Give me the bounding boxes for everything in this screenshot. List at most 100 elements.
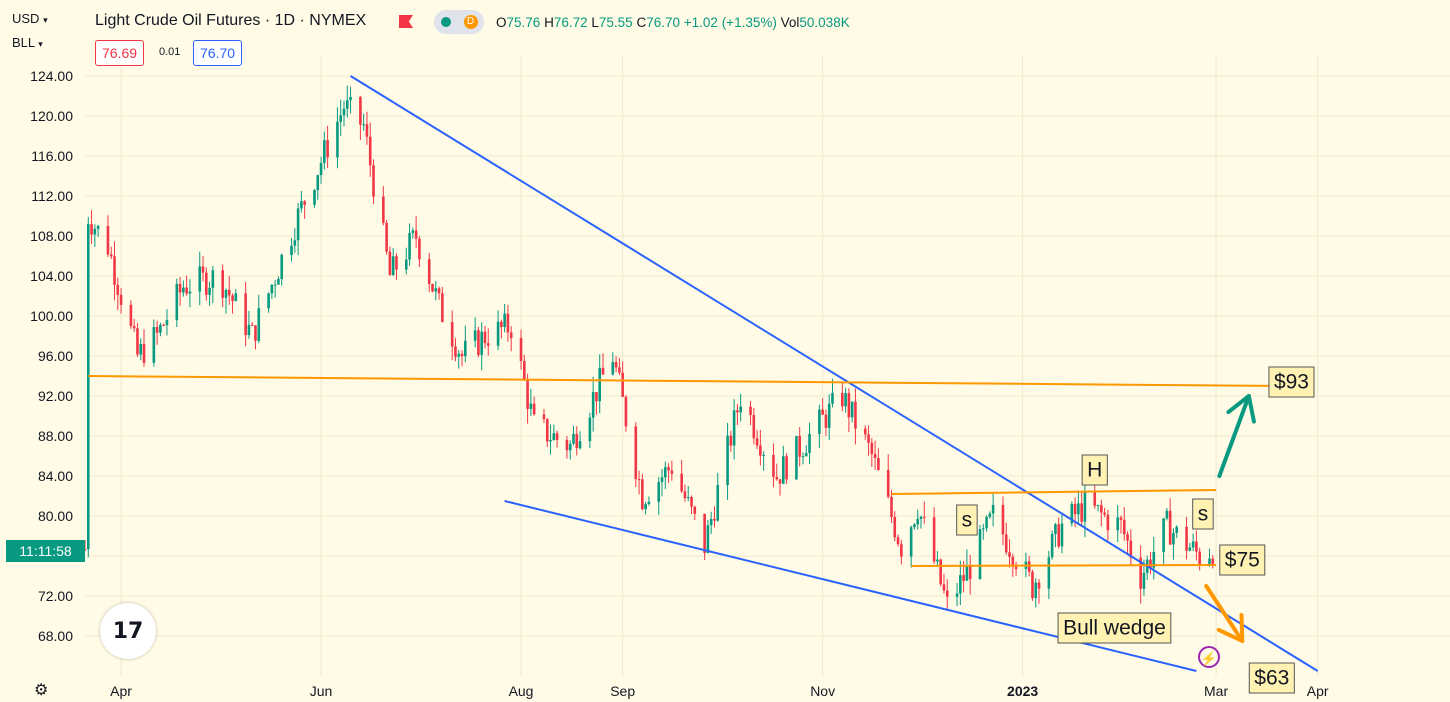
annotation-label[interactable]: $63 <box>1248 662 1295 694</box>
candle-body <box>368 136 372 166</box>
gear-icon[interactable]: ⚙ <box>34 682 49 699</box>
candle-body <box>404 259 408 270</box>
candle-body <box>873 454 877 458</box>
volume-label: Vol <box>780 15 800 30</box>
trendline-neckline-bottom[interactable] <box>911 564 1217 567</box>
candle-body <box>877 457 880 471</box>
annotation-label[interactable]: s <box>1192 498 1214 530</box>
trendline-neckline-top[interactable] <box>891 489 1217 495</box>
candle-body <box>991 504 995 514</box>
time-tick-label: Mar <box>1204 683 1228 699</box>
candle-body <box>234 293 238 301</box>
annotation-text: $63 <box>1254 667 1289 690</box>
annotation-label[interactable]: s <box>956 504 978 536</box>
candle-body <box>644 504 647 510</box>
candle-body <box>500 321 503 328</box>
ohlc-readout: O75.76 H76.72 L75.55 C76.70 +1.02 (+1.35… <box>496 15 850 30</box>
candle-body <box>922 516 926 518</box>
candle-body <box>916 518 920 525</box>
candle-body <box>339 115 343 122</box>
candle-body <box>90 224 93 235</box>
symbol-title[interactable]: Light Crude Oil Futures · 1D · NYMEX <box>95 12 367 29</box>
candle-body <box>1142 572 1146 589</box>
drawing-lines[interactable] <box>88 75 1319 672</box>
time-axis[interactable]: Apr Jun Aug Sep Nov 2023 Mar Apr <box>110 683 1329 699</box>
candle-body <box>205 272 208 295</box>
candle-body <box>473 330 477 341</box>
candle-body <box>1027 561 1031 572</box>
candle-body <box>201 266 205 273</box>
candle-body <box>818 409 821 434</box>
annotation-box <box>1192 498 1214 530</box>
candle-body <box>460 353 464 357</box>
annotation-text: $93 <box>1274 371 1309 394</box>
candle-body <box>703 513 706 553</box>
flag-icon[interactable] <box>399 15 413 28</box>
annotation-text: Bull wedge <box>1063 617 1166 640</box>
price-tick-label: 104.00 <box>30 268 73 284</box>
candle-body <box>798 436 802 457</box>
candle-body <box>316 175 320 191</box>
trendline-wedge-lower[interactable] <box>504 500 1197 672</box>
chart-grid <box>85 56 1450 676</box>
candle-body <box>890 496 893 517</box>
candle-body <box>408 232 411 260</box>
candle-body <box>959 575 962 594</box>
close-label: C <box>636 15 647 30</box>
annotation-label[interactable]: $93 <box>1268 366 1315 398</box>
candle-body <box>709 518 713 526</box>
candle-body <box>270 284 274 294</box>
candle-body <box>323 140 326 163</box>
trendline-resistance-93[interactable] <box>88 375 1285 387</box>
candle-body <box>575 433 579 449</box>
high-value: 76.72 <box>553 15 588 30</box>
candle-body <box>483 331 487 344</box>
currency-selector[interactable]: USD ▾ <box>12 11 48 26</box>
candle-body <box>850 401 854 418</box>
candle-body <box>841 393 844 407</box>
annotation-label[interactable]: H <box>1081 454 1108 486</box>
price-tick-label: 80.00 <box>38 508 73 524</box>
candle-body <box>1001 504 1005 535</box>
candle-body <box>968 565 972 579</box>
candle-body <box>736 410 739 413</box>
candle-body <box>863 428 867 435</box>
candle-body <box>106 225 110 255</box>
candle-body <box>1165 510 1169 519</box>
arrow-down-arrow[interactable] <box>1204 584 1245 643</box>
candle-body <box>303 201 306 205</box>
drawing-labels[interactable]: $93 $75 Hs s Bull wedge $63 <box>956 366 1315 694</box>
candle-series <box>83 85 1215 611</box>
lightning-icon[interactable]: ⚡ <box>1198 646 1220 668</box>
candle-body <box>762 454 765 456</box>
candle-body <box>680 473 683 492</box>
market-status-pill[interactable]: D <box>434 10 484 34</box>
candle-body <box>568 443 572 451</box>
arrow-up-arrow[interactable] <box>1217 394 1251 478</box>
candle-body <box>772 454 775 478</box>
bar-countdown: 11:11:58 <box>6 540 85 562</box>
annotation-label[interactable]: $75 <box>1219 544 1266 576</box>
candle-body <box>93 228 97 235</box>
candle-body <box>506 313 510 333</box>
time-tick-label: Sep <box>610 683 635 699</box>
tradingview-logo[interactable]: 17 <box>100 603 156 659</box>
candle-body <box>893 516 897 538</box>
candle-body <box>981 528 985 530</box>
trendline-wedge-upper[interactable] <box>350 75 1319 672</box>
candle-body <box>523 361 526 380</box>
candle-body <box>1188 547 1192 551</box>
annotation-text: $75 <box>1225 549 1260 572</box>
candle-body <box>1139 557 1142 589</box>
annotation-label[interactable]: Bull wedge <box>1057 612 1172 644</box>
candle-body <box>313 190 316 205</box>
buy-price-button[interactable]: 76.70 <box>193 40 243 66</box>
candle-body <box>549 439 552 442</box>
candle-body <box>86 224 90 550</box>
candle-body <box>496 321 500 346</box>
sell-price-button[interactable]: 76.69 <box>95 40 145 66</box>
price-axis[interactable]: 124.00 120.00 116.00 112.00 108.00 104.00 100.… <box>30 68 73 644</box>
unit-selector[interactable]: BLL ▾ <box>12 35 43 50</box>
candle-body <box>637 479 641 481</box>
